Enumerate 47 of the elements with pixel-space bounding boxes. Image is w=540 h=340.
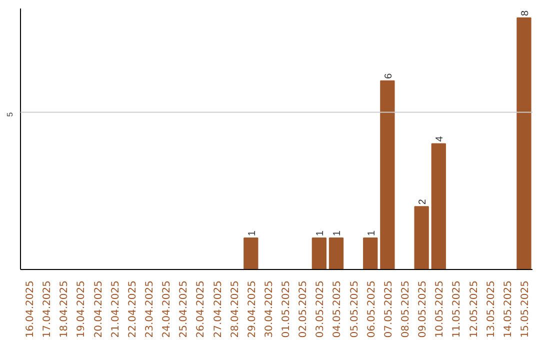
x-tick-label: 22.04.2025 <box>127 280 138 338</box>
x-tick-label: 23.04.2025 <box>144 280 156 338</box>
x-tick-label: 21.04.2025 <box>110 280 122 338</box>
ref-line-label: 5 <box>6 112 14 117</box>
x-tick-label: 20.04.2025 <box>93 280 104 338</box>
x-tick-label: 07.05.2025 <box>383 280 394 338</box>
x-tick-label: 29.04.2025 <box>246 280 258 338</box>
x-tick-label: 30.04.2025 <box>264 280 275 338</box>
x-tick-label: 16.04.2025 <box>25 280 36 338</box>
x-tick-label: 01.05.2025 <box>281 280 292 338</box>
bar <box>516 17 532 270</box>
x-tick-label: 17.04.2025 <box>42 280 54 338</box>
x-tick-label: 19.04.2025 <box>76 280 88 338</box>
data-label: 8 <box>520 10 531 16</box>
x-tick-label: 11.05.2025 <box>452 280 463 338</box>
data-label: 1 <box>315 230 326 236</box>
x-tick-label: 26.04.2025 <box>196 280 207 338</box>
data-label: 4 <box>434 136 446 142</box>
x-tick-label: 12.05.2025 <box>468 280 480 338</box>
x-tick-label: 27.04.2025 <box>212 280 224 338</box>
x-tick-label: 08.05.2025 <box>400 280 412 338</box>
x-tick-label: 04.05.2025 <box>332 280 344 338</box>
x-tick-label: 09.05.2025 <box>418 280 429 338</box>
x-tick-label: 06.05.2025 <box>366 280 378 338</box>
data-label: 1 <box>332 230 344 236</box>
x-tick-label: 15.05.2025 <box>520 280 531 338</box>
x-tick-label: 14.05.2025 <box>502 280 514 338</box>
bar <box>328 238 344 270</box>
x-tick-label: 25.04.2025 <box>178 280 190 338</box>
x-tick-label: 18.04.2025 <box>59 280 70 338</box>
bar <box>363 238 378 270</box>
bar <box>431 143 446 270</box>
bar <box>312 238 326 270</box>
data-label: 1 <box>246 230 258 236</box>
x-tick-label: 24.04.2025 <box>162 280 173 338</box>
x-tick-label: 10.05.2025 <box>434 280 446 338</box>
x-tick-label: 02.05.2025 <box>298 280 310 338</box>
x-tick-label: 05.05.2025 <box>349 280 360 338</box>
bar <box>244 238 258 270</box>
data-label: 6 <box>383 72 394 79</box>
data-label: 1 <box>366 230 378 236</box>
bar <box>414 206 429 270</box>
data-label: 2 <box>418 198 429 205</box>
bar <box>380 80 395 270</box>
x-tick-label: 28.04.2025 <box>230 280 241 338</box>
x-tick-label: 13.05.2025 <box>486 280 497 338</box>
x-tick-label: 03.05.2025 <box>315 280 326 338</box>
